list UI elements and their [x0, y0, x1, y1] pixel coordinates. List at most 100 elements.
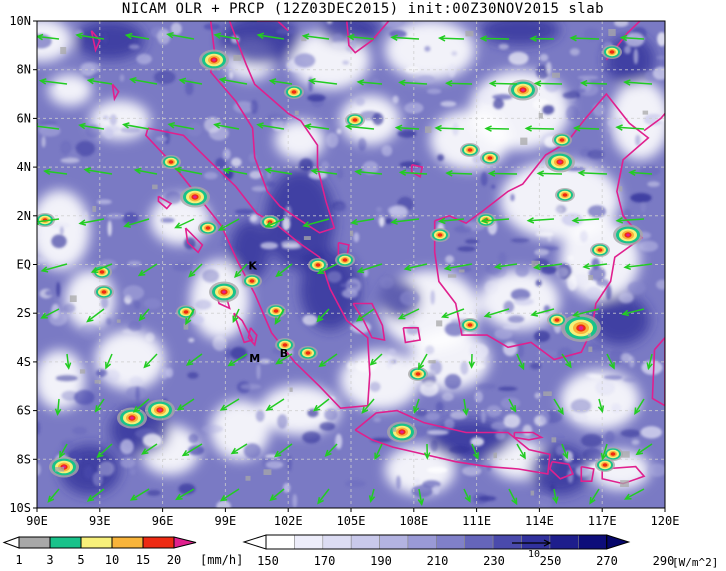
olr-bar-upper-arrow [606, 534, 631, 550]
wind-arrow [264, 167, 293, 175]
wind-arrow [403, 263, 428, 272]
wind-arrow [167, 121, 195, 130]
station-label-m: M [249, 352, 260, 365]
olr-bar-swatch [322, 534, 352, 550]
olr-colorbar: 150 170 190 210 230 250 270 290 10 [W/m^2] [242, 534, 718, 569]
drizzle-speck [392, 427, 397, 432]
wind-arrow [561, 443, 569, 460]
wind-arrow [529, 35, 555, 42]
wind-arrow [390, 34, 420, 41]
drizzle-speck [551, 437, 557, 443]
wind-arrow [374, 443, 383, 461]
precip-bar-upper-arrow [173, 536, 197, 549]
coastline-0 [145, 127, 371, 410]
olr-bar-swatch [407, 534, 437, 550]
drizzle-speck [289, 387, 293, 392]
wind-arrow [40, 308, 60, 319]
olr-bar-label: 170 [314, 554, 336, 568]
wind-arrow [597, 398, 605, 414]
wind-arrow [256, 122, 285, 130]
drizzle-speck [92, 206, 97, 212]
wind-arrow [181, 443, 203, 457]
wind-arrow [354, 168, 383, 176]
precip-cell-8 [145, 399, 175, 421]
precip-cell-17 [613, 224, 643, 246]
chart-title: NICAM OLR + PRCP (12Z03DEC2015) init:00Z… [121, 1, 605, 17]
precip-cell-7 [117, 407, 147, 429]
olr-bar-swatch [350, 534, 380, 550]
wind-arrow [440, 308, 465, 319]
wind-arrow [561, 353, 572, 369]
wind-arrow [122, 122, 150, 130]
wind-arrow [600, 443, 608, 461]
drizzle-speck [428, 360, 436, 364]
drizzle-speck [116, 319, 121, 323]
lat-label-eq: EQ [17, 258, 31, 272]
wind-arrow [318, 353, 338, 368]
precip-bar-unit: [mm/h] [200, 553, 243, 567]
station-label-k: K [248, 259, 257, 272]
lon-label-108e: 108E [399, 514, 428, 528]
wind-arrow [615, 124, 645, 131]
drizzle-speck [531, 260, 540, 268]
precip-cell-18 [387, 421, 417, 443]
olr-bar-swatch [492, 534, 522, 550]
wind-arrow [37, 123, 60, 130]
precip-cell-20 [298, 346, 318, 360]
olr-bar-label: 210 [427, 554, 449, 568]
drizzle-speck [294, 110, 299, 115]
drizzle-speck [425, 126, 432, 133]
wind-arrow [606, 353, 615, 370]
olr-bar-label: 250 [540, 554, 562, 568]
precip-cell-30 [284, 85, 304, 99]
wind-arrow [86, 308, 105, 323]
olr-bar-swatch [464, 534, 494, 550]
wind-arrow [577, 169, 608, 177]
drizzle-speck [620, 480, 629, 487]
wind-arrow [468, 353, 476, 369]
precip-bar-label: 1 [15, 553, 22, 567]
wind-vector-layer [37, 31, 653, 506]
coastline-3 [548, 460, 574, 480]
precip-cell-26 [480, 151, 500, 165]
coastline-19 [90, 30, 101, 53]
lat-label-2s: 2S [17, 306, 31, 320]
wind-arrow [227, 353, 248, 367]
drizzle-speck [152, 184, 158, 190]
wind-arrow [268, 78, 293, 85]
drizzle-speck [530, 490, 535, 496]
wind-arrow [508, 488, 518, 506]
drizzle-speck [538, 112, 543, 119]
wind-arrow [634, 398, 645, 415]
precip-bar-swatch [142, 536, 175, 549]
wind-arrow [350, 218, 375, 226]
wind-arrow [635, 443, 653, 456]
lon-label-105e: 105E [337, 514, 366, 528]
drizzle-speck [436, 320, 443, 327]
wind-arrow [533, 80, 563, 87]
lon-label-120e: 120E [651, 514, 680, 528]
wind-arrow [572, 308, 600, 318]
drizzle-speck [493, 452, 497, 459]
wind-arrow [234, 263, 248, 279]
station-labels: K M B [248, 259, 288, 365]
wind-arrow [628, 169, 653, 177]
wind-arrow [219, 488, 240, 502]
wind-arrow [64, 353, 72, 370]
wind-arrow [484, 125, 510, 132]
wind-arrow [390, 218, 420, 225]
wind-arrow [621, 308, 645, 317]
wind-arrow [368, 488, 376, 503]
wind-arrow [536, 170, 563, 177]
wind-arrow [219, 398, 240, 411]
wind-arrow [256, 32, 285, 40]
olr-bar-swatch [549, 534, 579, 550]
wind-arrow [176, 398, 195, 411]
wind-arrow [265, 398, 285, 411]
lat-label-6s: 6S [17, 404, 31, 418]
drizzle-speck [245, 475, 251, 481]
wind-arrow [569, 34, 600, 42]
olr-bar-swatch [435, 534, 465, 550]
wind-arrow [78, 122, 105, 130]
